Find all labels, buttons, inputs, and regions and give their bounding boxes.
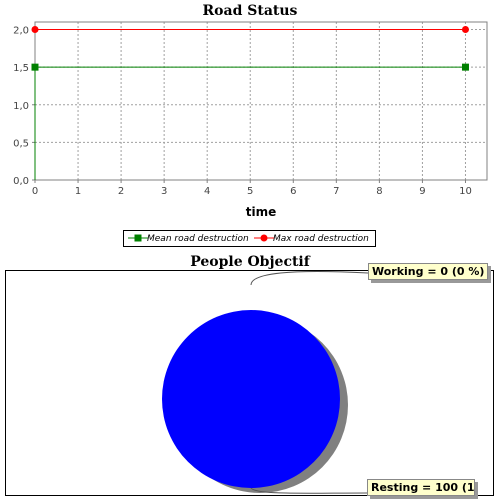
pie-chart (162, 271, 369, 494)
legend-label-mean: Mean road destruction (147, 234, 249, 244)
x-tick-label: 7 (333, 186, 339, 197)
red-circle-marker-icon (254, 234, 274, 242)
label-link-working (250, 271, 369, 286)
x-axis-label: time (246, 205, 277, 219)
line-chart-title: Road Status (202, 3, 298, 19)
data-point-max (461, 26, 469, 34)
x-tick-label: 6 (290, 186, 296, 197)
legend-label-max: Max road destruction (273, 234, 369, 244)
line-chart: 0 1 2 3 4 5 6 7 8 9 10 0,0 0,5 1,0 1,5 2,0 time (13, 21, 488, 219)
pie-chart-frame: Working = 0 (0 %) Resting = 100 (100 (5, 263, 494, 496)
y-tick-label: 0,5 (13, 138, 29, 149)
legend-item-mean (128, 233, 148, 246)
data-point-mean (461, 63, 469, 71)
x-tick-label: 0 (32, 186, 38, 197)
y-tick-label: 1,0 (13, 101, 29, 112)
x-tick-label: 3 (161, 186, 167, 197)
legend-item-max (254, 233, 274, 246)
pie-label-resting: Resting = 100 (100 (367, 479, 475, 496)
y-tick-label: 0,0 (13, 176, 29, 187)
line-chart-series (31, 26, 469, 180)
x-tick-label: 10 (459, 186, 472, 197)
label-link-resting (250, 487, 369, 494)
pie-chart-title: People Objectif (190, 254, 310, 270)
line-chart-axes: 0 1 2 3 4 5 6 7 8 9 10 0,0 0,5 1,0 1,5 2,0 (13, 26, 472, 197)
x-tick-label: 1 (75, 186, 81, 197)
line-chart-legend: Mean road destruction Max road destructi… (123, 230, 376, 247)
x-tick-label: 4 (204, 186, 210, 197)
x-tick-label: 8 (376, 186, 382, 197)
plot-background (35, 22, 487, 180)
pie-slice-resting (162, 310, 340, 488)
line-chart-grid (34, 22, 487, 181)
pie-label-working: Working = 0 (0 %) (368, 263, 489, 280)
data-point-mean (31, 63, 39, 71)
x-tick-label: 5 (247, 186, 253, 197)
data-point-max (31, 26, 39, 34)
green-square-marker-icon (128, 234, 148, 242)
x-tick-label: 2 (118, 186, 124, 197)
y-tick-label: 2,0 (13, 26, 29, 37)
y-tick-label: 1,5 (13, 63, 29, 74)
x-tick-label: 9 (419, 186, 425, 197)
